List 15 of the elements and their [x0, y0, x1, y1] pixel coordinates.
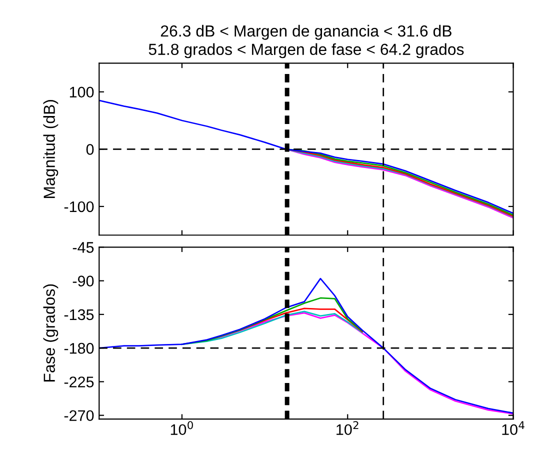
- y-axis-title: Magnitud (dB): [43, 100, 58, 198]
- y-tick-label: -45: [72, 242, 94, 253]
- y-tick-label: -270: [64, 410, 94, 422]
- x-tick-label: 10$^{0}$: [170, 421, 193, 436]
- y-tick-label: -180: [64, 342, 94, 354]
- y-tick-label: 100: [70, 86, 94, 98]
- y-tick-label: -225: [64, 376, 94, 388]
- y-tick-label: -135: [64, 309, 94, 320]
- chart-title: 26.3 dB < Margen de ganancia < 31.6 dB 51.8 grados < Margen de fase < 64.2 grados: [148, 24, 464, 58]
- x-tick-label: 10$^{2}$: [336, 421, 358, 436]
- y-tick-label: -90: [72, 276, 94, 286]
- y-tick-label: 0: [86, 144, 94, 155]
- y-axis-title: Fase (grados): [43, 284, 58, 382]
- x-tick-label: 10$^{4}$: [502, 421, 524, 436]
- y-tick-label: -100: [64, 201, 94, 212]
